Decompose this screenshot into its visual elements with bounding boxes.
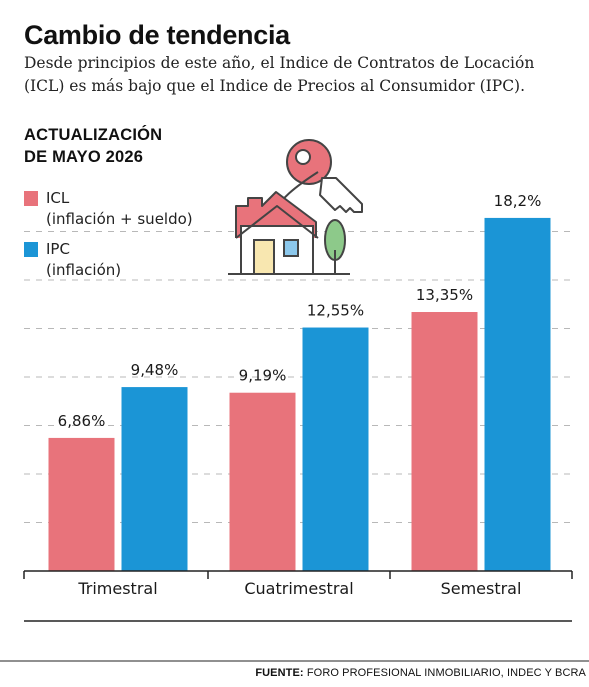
source-text: FORO PROFESIONAL INMOBILIARIO, INDEC Y B… bbox=[303, 667, 586, 679]
x-tick-label-cuatrimestral: Cuatrimestral bbox=[244, 579, 353, 598]
chart-grid bbox=[24, 231, 572, 523]
bar-icl-semestral bbox=[411, 312, 478, 571]
legend-item-ipc: IPC (inflación) bbox=[24, 239, 193, 281]
data-label-ipc-semestral: 18,2% bbox=[494, 192, 542, 210]
bar-icl-trimestral bbox=[48, 437, 115, 571]
legend-label-icl: ICL bbox=[46, 189, 70, 207]
x-tick-label-trimestral: Trimestral bbox=[77, 579, 157, 598]
bar-ipc-cuatrimestral bbox=[302, 327, 369, 571]
bar-ipc-trimestral bbox=[121, 387, 188, 571]
data-label-icl-cuatrimestral: 9,19% bbox=[239, 367, 287, 385]
source-note: FUENTE: FORO PROFESIONAL INMOBILIARIO, I… bbox=[255, 667, 586, 679]
x-tick-label-semestral: Semestral bbox=[441, 579, 522, 598]
legend-item-icl: ICL (inflación + sueldo) bbox=[24, 188, 193, 230]
data-label-ipc-trimestral: 9,48% bbox=[131, 361, 179, 379]
bar-ipc-semestral bbox=[484, 217, 551, 572]
chart-subtitle: Desde principios de este año, el Indice … bbox=[24, 54, 535, 95]
chart-title: Cambio de tendencia bbox=[24, 20, 290, 50]
bar-icl-cuatrimestral bbox=[229, 392, 296, 571]
data-label-icl-trimestral: 6,86% bbox=[58, 412, 106, 430]
legend-swatch-ipc bbox=[24, 242, 38, 257]
chart-data-labels: 6,86% 9,19% 13,35% 9,48% 12,55% 18,2% bbox=[58, 192, 542, 430]
legend-desc-icl: (inflación + sueldo) bbox=[46, 210, 193, 228]
section-heading: ACTUALIZACIÓN DE MAYO 2026 bbox=[24, 124, 162, 168]
legend-label-ipc: IPC bbox=[46, 240, 70, 258]
section-heading-line1: ACTUALIZACIÓN bbox=[24, 126, 163, 144]
data-label-icl-semestral: 13,35% bbox=[416, 286, 473, 304]
house-key-icon bbox=[228, 139, 363, 275]
source-label: FUENTE: bbox=[255, 667, 304, 679]
section-heading-line2: DE MAYO 2026 bbox=[24, 148, 144, 166]
data-label-ipc-cuatrimestral: 12,55% bbox=[307, 302, 364, 320]
legend-desc-ipc: (inflación) bbox=[46, 261, 122, 279]
x-axis-ticks: Trimestral Cuatrimestral Semestral bbox=[23, 571, 573, 598]
chart-legend: ICL (inflación + sueldo) IPC (inflación) bbox=[24, 188, 193, 290]
legend-swatch-icl bbox=[24, 191, 38, 206]
chart-bars bbox=[48, 217, 551, 572]
